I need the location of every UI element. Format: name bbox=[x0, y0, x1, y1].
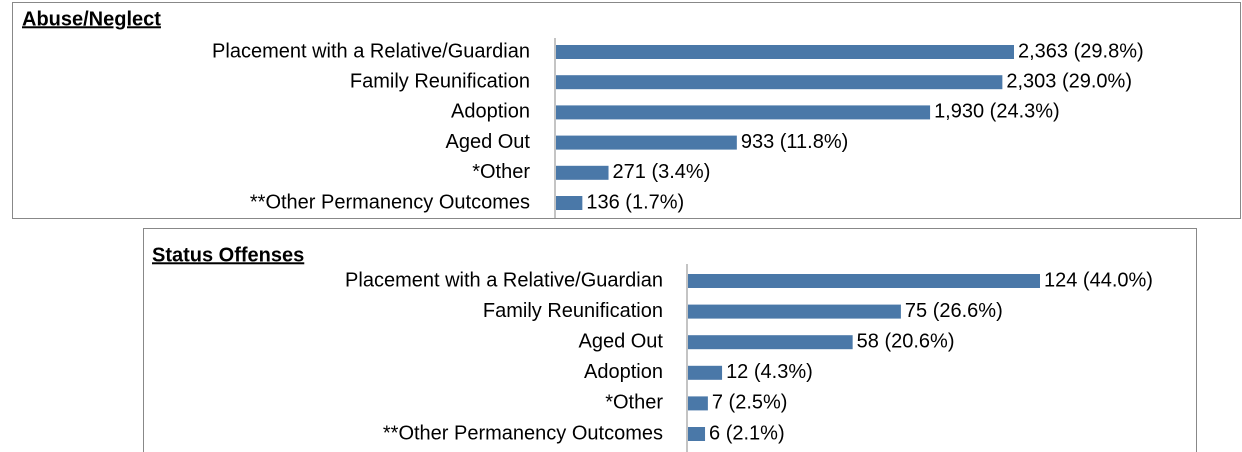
category-label: Aged Out bbox=[578, 330, 663, 352]
value-label: 124 (44.0%) bbox=[1044, 269, 1153, 291]
value-label: 12 (4.3%) bbox=[726, 361, 813, 383]
panel-border bbox=[12, 2, 1241, 219]
bar bbox=[556, 135, 737, 150]
category-label: *Other bbox=[472, 161, 530, 183]
panel-border bbox=[143, 228, 1197, 452]
value-label: 2,303 (29.0%) bbox=[1006, 70, 1132, 92]
value-label: 58 (20.6%) bbox=[857, 330, 955, 352]
category-label: Family Reunification bbox=[350, 70, 530, 92]
value-label: 136 (1.7%) bbox=[586, 191, 684, 213]
value-label: 6 (2.1%) bbox=[709, 422, 785, 444]
chart-title: Abuse/Neglect bbox=[22, 8, 161, 30]
category-label: Placement with a Relative/Guardian bbox=[345, 269, 663, 291]
category-label: **Other Permanency Outcomes bbox=[250, 191, 530, 213]
category-label: Adoption bbox=[451, 101, 530, 123]
bar bbox=[556, 45, 1014, 59]
category-label: Family Reunification bbox=[483, 300, 663, 322]
bar bbox=[688, 427, 706, 441]
category-label: **Other Permanency Outcomes bbox=[383, 422, 663, 444]
bar bbox=[688, 365, 723, 380]
category-label: *Other bbox=[605, 392, 663, 414]
chart-title: Status Offenses bbox=[152, 244, 304, 266]
value-label: 7 (2.5%) bbox=[712, 392, 788, 414]
bar bbox=[688, 304, 901, 319]
bar bbox=[556, 165, 609, 180]
category-label: Aged Out bbox=[445, 131, 530, 153]
bar bbox=[688, 274, 1040, 288]
bar bbox=[556, 196, 583, 210]
bar bbox=[556, 75, 1003, 90]
category-label: Placement with a Relative/Guardian bbox=[212, 40, 530, 62]
value-label: 933 (11.8%) bbox=[741, 131, 848, 153]
bar bbox=[556, 105, 931, 120]
category-label: Adoption bbox=[584, 361, 663, 383]
value-label: 2,363 (29.8%) bbox=[1018, 40, 1144, 62]
value-label: 75 (26.6%) bbox=[905, 300, 1003, 322]
bar bbox=[688, 396, 708, 411]
value-label: 1,930 (24.3%) bbox=[934, 101, 1060, 123]
value-label: 271 (3.4%) bbox=[613, 161, 711, 183]
bar bbox=[688, 335, 853, 350]
